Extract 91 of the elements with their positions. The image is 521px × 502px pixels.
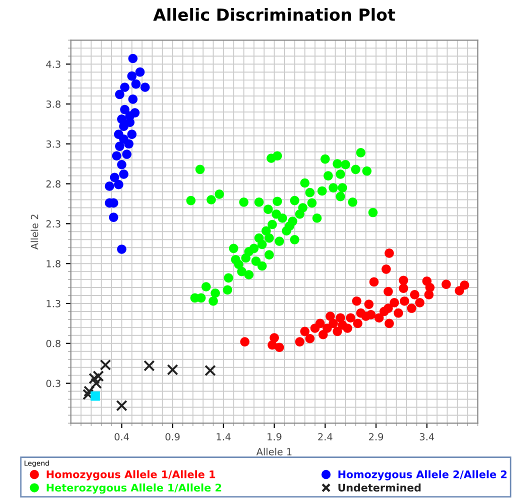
y-tick-label: 1.3 (46, 300, 60, 308)
point (268, 340, 277, 350)
point (90, 378, 102, 389)
legend-label: Undetermined (338, 484, 421, 492)
point (114, 180, 124, 190)
point (125, 111, 135, 121)
point (384, 286, 393, 296)
point (380, 306, 389, 316)
legend-label: Homozygous Allele 1/Allele 1 (46, 470, 216, 480)
point (369, 277, 379, 287)
point (406, 304, 416, 313)
point (131, 79, 141, 89)
point (128, 94, 138, 104)
y-tick-label: 2.3 (46, 220, 60, 228)
chart-title: Allelic Discrimination Plot (153, 8, 396, 21)
point (415, 298, 424, 308)
point (84, 386, 95, 397)
point (140, 82, 150, 92)
point (332, 326, 342, 336)
point (352, 296, 362, 306)
point (119, 170, 128, 179)
point (122, 150, 132, 159)
point (353, 318, 362, 328)
point (204, 364, 216, 376)
y-tick-label: 4.3 (46, 60, 60, 68)
point (424, 290, 434, 300)
point (398, 276, 408, 286)
legend-label: Heterozygous Allele 1/Allele 2 (46, 484, 222, 494)
point (112, 151, 122, 161)
point (361, 312, 371, 321)
x-tick-label: 2.9 (369, 433, 384, 440)
y-tick-label: 2.8 (46, 180, 60, 188)
point (90, 391, 100, 401)
point (240, 337, 250, 346)
x-tick-label: 2.4 (318, 433, 332, 440)
point (382, 264, 391, 274)
x-tick-label: 1.4 (216, 433, 231, 440)
point (119, 122, 128, 131)
point (144, 360, 155, 372)
point (120, 82, 130, 92)
legend-label: Homozygous Allele 2/Allele 2 (338, 470, 507, 480)
point (117, 160, 126, 170)
point (318, 330, 328, 340)
y-tick-label: 1.8 (46, 260, 60, 268)
point (398, 284, 408, 293)
point (442, 280, 451, 289)
x-tick-label: 3.4 (420, 433, 434, 440)
point (115, 90, 124, 100)
point (108, 212, 118, 222)
y-tick-label: 0.3 (46, 380, 60, 388)
point (384, 248, 394, 258)
point (104, 182, 114, 191)
point (374, 313, 384, 323)
point (400, 296, 410, 306)
point (364, 300, 374, 309)
point (390, 298, 399, 308)
point (295, 337, 304, 346)
point (454, 286, 464, 296)
point (135, 67, 145, 77)
y-tick-label: 3.8 (46, 100, 60, 108)
point (326, 312, 335, 321)
point (88, 372, 100, 384)
point (100, 359, 112, 371)
point (116, 400, 128, 412)
point (394, 308, 404, 318)
point (310, 324, 320, 333)
point (82, 388, 94, 400)
point (305, 334, 315, 344)
point (117, 244, 126, 254)
point (92, 370, 104, 382)
x-tick-label: 0.4 (114, 433, 129, 440)
point (410, 290, 420, 300)
x-tick-label: 1.9 (268, 433, 282, 440)
point (127, 71, 137, 81)
point (128, 54, 138, 64)
point (127, 130, 137, 139)
y-tick-label: 0.8 (46, 340, 60, 348)
point (300, 326, 310, 336)
point (342, 324, 352, 333)
point (166, 364, 178, 376)
point (384, 318, 394, 328)
y-tick-label: 3.3 (46, 140, 60, 148)
point (119, 134, 128, 144)
point (346, 313, 356, 323)
x-axis-title: Allele 1 (256, 448, 292, 456)
x-tick-label: 0.9 (165, 433, 180, 440)
point (110, 172, 120, 182)
y-axis-title: Allele 2 (30, 214, 38, 250)
point (115, 142, 124, 151)
point (336, 313, 346, 323)
point (120, 104, 130, 114)
